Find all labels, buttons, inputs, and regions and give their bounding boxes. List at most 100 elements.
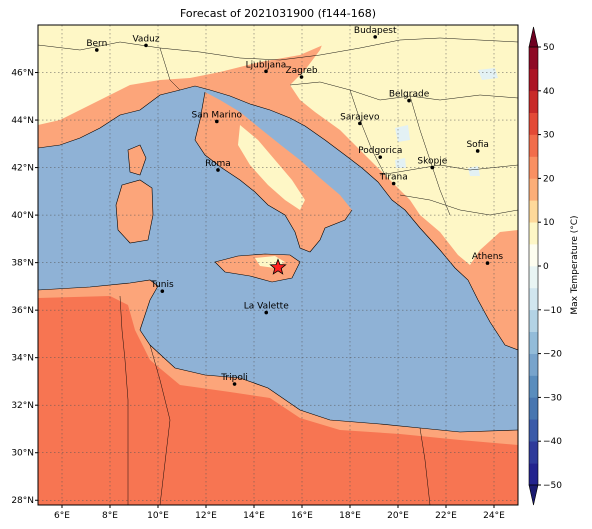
- city-label: Tunis: [150, 280, 174, 290]
- country-borders: [38, 37, 518, 505]
- map-frame: [37, 24, 519, 506]
- colorbar-tick-label: 40: [543, 87, 555, 97]
- corsica-fill: [128, 145, 146, 175]
- colorbar-level: [529, 68, 538, 92]
- city-label: Zagreb: [285, 66, 317, 76]
- colorbar-level: [529, 200, 538, 223]
- colorbar-level: [529, 178, 538, 201]
- lat-tick-label: 28°N: [11, 496, 34, 506]
- lon-tick-label: 18°E: [339, 511, 361, 521]
- latitude-ticks: 28°N 30°N 32°N 34°N 36°N 38°N 40°N 42°N 44°N 46°N: [11, 69, 38, 506]
- colorbar-level: [529, 375, 538, 398]
- lat-tick-label: 44°N: [11, 116, 34, 126]
- city-label: Tripoli: [220, 373, 248, 383]
- colorbar-level: [529, 419, 538, 442]
- lon-tick-label: 16°E: [291, 511, 313, 521]
- city-dot: [407, 98, 411, 103]
- city-label: Vaduz: [132, 34, 159, 44]
- city-dot: [373, 35, 378, 39]
- colorbar-level: [529, 331, 538, 354]
- colorbar-tick-label: −20: [543, 350, 562, 360]
- lon-tick-label: 8°E: [102, 511, 118, 521]
- colorbar-level: [529, 112, 538, 135]
- cool-spot-2: [395, 125, 410, 142]
- colorbar-level: [529, 156, 538, 179]
- colorbar-under-arrow: [528, 484, 539, 506]
- city-dot: [358, 121, 362, 126]
- city-dot: [264, 310, 269, 315]
- colorbar-level: [529, 244, 538, 267]
- cool-spot-1: [478, 68, 498, 80]
- colorbar-level: [529, 266, 538, 289]
- city-label: Tirana: [379, 172, 408, 182]
- colorbar-tick-label: −50: [543, 481, 562, 491]
- colorbar-level: [529, 90, 538, 113]
- city-label: Sofia: [466, 140, 488, 150]
- lon-tick-label: 22°E: [435, 511, 457, 521]
- city-label: Skopje: [417, 157, 447, 167]
- city-dot: [485, 261, 490, 265]
- city-dot: [95, 48, 99, 52]
- city-dot: [391, 181, 396, 186]
- lon-tick-label: 10°E: [147, 511, 169, 521]
- colorbar-over-arrow: [528, 26, 539, 48]
- alps-mild-fill: [38, 25, 330, 125]
- coastlines: [38, 85, 518, 433]
- lon-tick-label: 6°E: [54, 511, 70, 521]
- city-label: San Marino: [192, 110, 243, 120]
- colorbar-level: [529, 287, 538, 311]
- colorbar-level: [529, 397, 538, 420]
- forecast-location-star-icon: [269, 258, 287, 275]
- city-label: Sarajevo: [340, 112, 380, 122]
- city-dot: [378, 155, 383, 159]
- city-dot: [475, 149, 480, 153]
- longitude-ticks: 6°E 8°E 10°E 12°E 14°E 16°E 18°E 20°E 22°E 24°E: [54, 505, 505, 521]
- city-label: La Valette: [244, 302, 289, 312]
- lat-tick-label: 40°N: [11, 211, 34, 221]
- colorbar-level: [529, 353, 538, 376]
- sardinia-fill: [116, 180, 153, 243]
- colorbar-tick-label: 30: [543, 131, 555, 141]
- city-label: Budapest: [354, 26, 397, 36]
- colorbar-level: [529, 222, 538, 245]
- city-dot: [264, 69, 268, 74]
- city-dot: [160, 289, 165, 293]
- city-dot: [299, 75, 304, 79]
- city-dot: [216, 168, 220, 172]
- colorbar-level: [529, 441, 538, 464]
- city-dot: [232, 382, 237, 386]
- figure-title: Forecast of 2021031900 (f144-168): [180, 7, 376, 20]
- cool-spot-4: [468, 166, 480, 176]
- colorbar-tick-label: 50: [543, 43, 555, 53]
- colorbar-level: [529, 134, 538, 157]
- lon-tick-label: 14°E: [243, 511, 265, 521]
- city-label: Athens: [472, 252, 503, 262]
- city-label: Ljubljana: [246, 60, 287, 70]
- city-label: Bern: [86, 39, 107, 49]
- lon-tick-label: 12°E: [195, 511, 217, 521]
- colorbar-level: [529, 463, 538, 486]
- city-dot: [144, 43, 148, 48]
- city-label: Roma: [205, 159, 231, 169]
- colorbar-level: [529, 47, 538, 70]
- lat-tick-label: 46°N: [11, 69, 34, 79]
- colorbar: −50 −40 −30 −20 −10 0 10 20 30 40 50: [528, 26, 562, 506]
- colorbar-tick-label: −10: [543, 306, 562, 316]
- city-dot: [215, 119, 219, 124]
- colorbar-tick-label: −30: [543, 393, 562, 403]
- lat-tick-label: 36°N: [11, 306, 34, 316]
- colorbar-label: Max Temperature (°C): [570, 215, 580, 314]
- city-label: Podgorica: [358, 146, 402, 156]
- lat-lon-grid: [38, 25, 518, 505]
- city-label: Belgrade: [389, 90, 430, 100]
- colorbar-level: [529, 309, 538, 332]
- city-dot: [430, 165, 435, 170]
- lat-tick-label: 38°N: [11, 259, 34, 269]
- colorbar-tick-label: 20: [543, 174, 555, 184]
- colorbar-tick-label: 10: [543, 218, 555, 228]
- lat-tick-label: 30°N: [11, 449, 34, 459]
- lon-tick-label: 24°E: [483, 511, 505, 521]
